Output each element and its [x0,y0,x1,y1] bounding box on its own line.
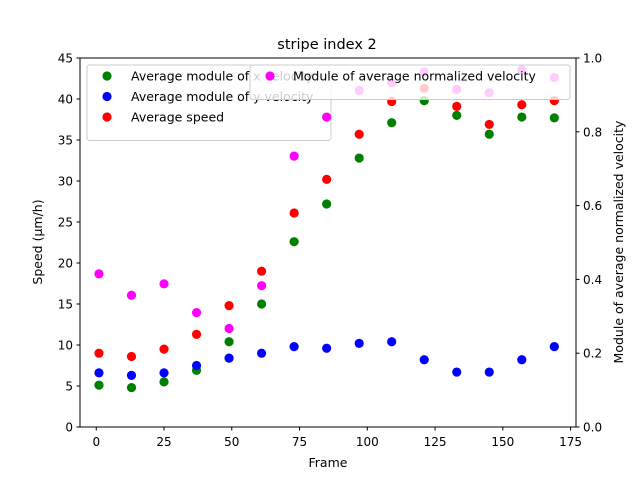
data-point-series-2 [289,208,299,218]
data-point-series-1 [94,368,104,378]
data-point-series-1 [354,338,364,348]
data-point-series-3 [126,290,137,300]
data-point-series-3 [289,151,299,161]
data-point-series-2 [94,348,104,358]
y-tick-label: 30 [58,175,73,189]
y-tick-label: 10 [58,339,73,353]
data-point-series-2 [517,100,527,110]
data-point-series-2 [126,351,137,362]
data-point-series-1 [256,348,267,358]
data-point-series-0 [256,299,267,309]
legend-marker [265,71,275,81]
data-point-series-0 [549,113,559,123]
data-point-series-0 [517,112,527,122]
y2-tick-label: 0.6 [583,199,602,213]
y2-tick-label: 0.4 [583,273,602,287]
data-point-series-2 [322,174,332,184]
data-point-series-1 [289,342,299,352]
data-point-series-0 [322,199,332,209]
x-tick-label: 125 [424,435,447,449]
y-tick-label: 45 [58,52,73,66]
y-tick-label: 20 [58,257,73,271]
y2-axis-label: Module of average normalized velocity [611,120,626,363]
data-point-series-3 [191,308,202,318]
right-axis-ticks: 0.0 0.2 0.4 0.6 0.8 1.0 [576,52,602,435]
y-tick-label: 5 [65,380,73,394]
data-point-series-2 [354,129,364,139]
data-point-series-1 [517,355,527,365]
x-tick-label: 175 [559,435,582,449]
data-point-series-0 [452,110,462,120]
data-point-series-2 [159,344,169,354]
legend-entry-label: Module of average normalized velocity [293,69,536,84]
y-tick-label: 15 [58,298,73,312]
y-axis-label: Speed (μm/h) [30,199,45,284]
data-point-series-0 [484,129,494,139]
legend-marker [102,71,112,81]
data-point-series-2 [484,119,494,130]
data-point-series-1 [387,337,397,347]
y2-tick-label: 0.0 [583,421,602,435]
data-point-series-1 [419,355,429,365]
legend-entry-label: Average speed [131,110,224,125]
x-tick-label: 0 [92,435,100,449]
data-point-series-3 [224,323,234,334]
legend-marker [102,91,112,102]
data-point-series-1 [191,360,202,371]
x-tick-label: 50 [224,435,239,449]
chart-title: stripe index 2 [277,37,376,53]
data-point-series-2 [224,301,234,311]
x-tick-label: 75 [292,435,307,449]
data-point-series-0 [289,237,299,247]
data-point-series-3 [94,269,104,279]
y-tick-label: 0 [65,421,73,435]
data-point-series-1 [322,343,332,353]
legend-marker [102,112,112,122]
legend-right: Module of average normalized velocity [249,64,571,100]
data-point-series-2 [191,329,202,339]
y2-tick-label: 0.8 [583,125,602,139]
data-point-series-0 [94,380,104,390]
data-point-series-1 [224,353,234,363]
x-tick-label: 100 [356,435,379,449]
y-tick-label: 35 [58,134,73,148]
data-point-series-0 [126,383,137,393]
x-axis-label: Frame [309,455,348,470]
left-axis-points [94,83,559,393]
data-point-series-1 [126,370,137,380]
y2-tick-label: 0.2 [583,347,602,361]
data-point-series-2 [256,266,267,276]
data-point-series-2 [452,101,462,111]
y2-tick-label: 1.0 [583,52,602,66]
x-tick-label: 25 [156,435,171,449]
bottom-axis-ticks: 0 25 50 75 100 125 150 175 [92,427,582,449]
data-point-series-0 [159,377,169,387]
data-point-series-0 [224,337,234,347]
data-point-series-1 [484,367,494,377]
data-point-series-0 [387,118,397,128]
y-tick-label: 25 [58,216,73,230]
y-tick-label: 40 [58,93,73,107]
data-point-series-3 [322,112,332,122]
plot-frame [79,57,577,428]
data-point-series-3 [159,279,169,289]
data-point-series-1 [452,367,462,377]
data-point-series-1 [159,368,169,378]
x-tick-label: 150 [491,435,514,449]
data-point-series-3 [256,281,267,291]
data-point-series-1 [549,342,559,352]
legend-right-box [249,64,571,100]
data-point-series-0 [354,153,364,163]
left-axis-ticks: 0 5 10 15 20 25 30 35 40 45 [58,52,80,435]
